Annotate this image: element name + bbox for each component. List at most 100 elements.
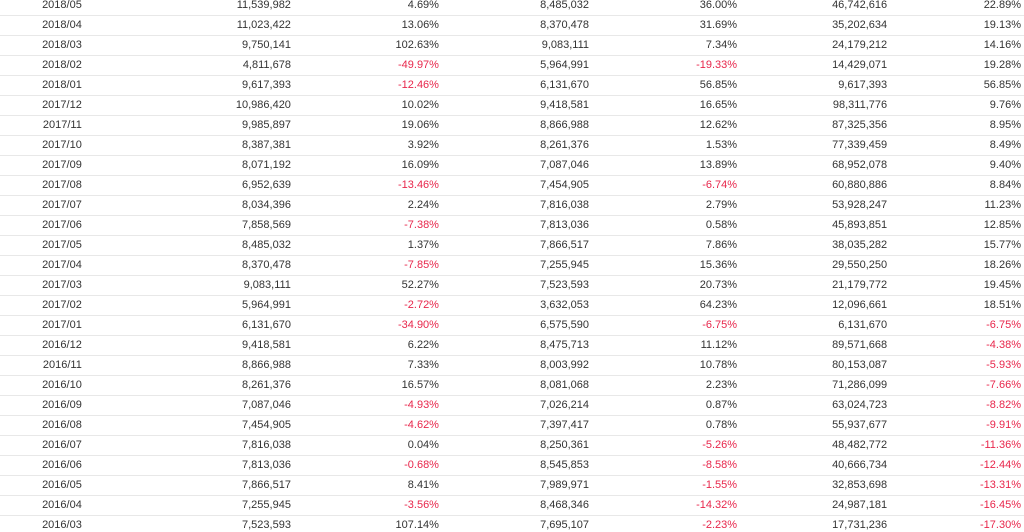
revenue-cell: 6,952,639 [89,175,291,196]
yoy-change-cell: 15.36% [589,255,738,276]
last-year-revenue-cell: 8,866,988 [438,115,590,136]
cumulative-revenue-cell: 89,571,668 [737,335,888,356]
last-year-revenue-cell: 8,468,346 [438,495,590,516]
last-year-revenue-cell: 7,397,417 [438,415,590,436]
last-year-revenue-cell: 7,816,038 [438,195,590,216]
last-year-revenue-cell: 7,087,046 [438,155,590,176]
last-year-revenue-cell: 8,545,853 [438,455,590,476]
mom-change-cell: 4.69% [290,0,439,16]
revenue-cell: 5,964,991 [89,295,291,316]
revenue-cell: 8,034,396 [89,195,291,216]
table-row: 2017/09 8,071,192 16.09% 7,087,046 13.89% 68,… [0,155,1024,176]
cumulative-revenue-cell: 63,024,723 [737,395,888,416]
cumulative-revenue-cell: 45,893,851 [737,215,888,236]
table-row: 2018/05 11,539,982 4.69% 8,485,032 36.00% 46,… [0,0,1024,16]
cumulative-revenue-cell: 32,853,698 [737,475,888,496]
revenue-cell: 9,418,581 [89,335,291,356]
cumulative-change-cell: -12.44% [887,455,1024,476]
month-cell: 2016/04 [0,495,90,516]
month-cell: 2017/10 [0,135,90,156]
month-cell: 2017/11 [0,115,90,136]
cumulative-revenue-cell: 71,286,099 [737,375,888,396]
table-row: 2017/08 6,952,639 -13.46% 7,454,905 -6.74% 60… [0,175,1024,196]
month-cell: 2017/09 [0,155,90,176]
month-cell: 2016/03 [0,515,90,532]
table-row: 2016/08 7,454,905 -4.62% 7,397,417 0.78% 55,9… [0,415,1024,436]
cumulative-revenue-cell: 24,987,181 [737,495,888,516]
table-row: 2018/04 11,023,422 13.06% 8,370,478 31.69% 35… [0,15,1024,36]
cumulative-change-cell: 19.28% [887,55,1024,76]
table-row: 2018/01 9,617,393 -12.46% 6,131,670 56.85% 9,… [0,75,1024,96]
cumulative-revenue-cell: 14,429,071 [737,55,888,76]
yoy-change-cell: 31.69% [589,15,738,36]
mom-change-cell: -12.46% [290,75,439,96]
cumulative-revenue-cell: 48,482,772 [737,435,888,456]
yoy-change-cell: 16.65% [589,95,738,116]
last-year-revenue-cell: 8,261,376 [438,135,590,156]
yoy-change-cell: -14.32% [589,495,738,516]
yoy-change-cell: -2.23% [589,515,738,532]
last-year-revenue-cell: 9,418,581 [438,95,590,116]
yoy-change-cell: 0.58% [589,215,738,236]
last-year-revenue-cell: 7,695,107 [438,515,590,532]
revenue-cell: 9,750,141 [89,35,291,56]
cumulative-revenue-cell: 60,880,886 [737,175,888,196]
cumulative-revenue-cell: 29,550,250 [737,255,888,276]
cumulative-change-cell: -11.36% [887,435,1024,456]
table-row: 2016/05 7,866,517 8.41% 7,989,971 -1.55% 32,8… [0,475,1024,496]
month-cell: 2016/11 [0,355,90,376]
cumulative-revenue-cell: 35,202,634 [737,15,888,36]
cumulative-revenue-cell: 77,339,459 [737,135,888,156]
month-cell: 2016/06 [0,455,90,476]
table-row: 2016/03 7,523,593 107.14% 7,695,107 -2.23% 17… [0,515,1024,532]
cumulative-change-cell: 22.89% [887,0,1024,16]
month-cell: 2018/02 [0,55,90,76]
table-row: 2017/10 8,387,381 3.92% 8,261,376 1.53% 77,33… [0,135,1024,156]
mom-change-cell: -0.68% [290,455,439,476]
yoy-change-cell: -5.26% [589,435,738,456]
cumulative-change-cell: 12.85% [887,215,1024,236]
mom-change-cell: 107.14% [290,515,439,532]
last-year-revenue-cell: 5,964,991 [438,55,590,76]
yoy-change-cell: 64.23% [589,295,738,316]
cumulative-change-cell: -13.31% [887,475,1024,496]
mom-change-cell: 6.22% [290,335,439,356]
table-row: 2017/12 10,986,420 10.02% 9,418,581 16.65% 98… [0,95,1024,116]
table-row: 2016/04 7,255,945 -3.56% 8,468,346 -14.32% 24… [0,495,1024,516]
yoy-change-cell: -6.74% [589,175,738,196]
last-year-revenue-cell: 6,131,670 [438,75,590,96]
revenue-cell: 10,986,420 [89,95,291,116]
mom-change-cell: -2.72% [290,295,439,316]
table-row: 2016/09 7,087,046 -4.93% 7,026,214 0.87% 63,0… [0,395,1024,416]
yoy-change-cell: 7.34% [589,35,738,56]
yoy-change-cell: 1.53% [589,135,738,156]
cumulative-change-cell: -9.91% [887,415,1024,436]
month-cell: 2016/08 [0,415,90,436]
month-cell: 2016/12 [0,335,90,356]
yoy-change-cell: -8.58% [589,455,738,476]
revenue-cell: 7,255,945 [89,495,291,516]
yoy-change-cell: 7.86% [589,235,738,256]
cumulative-revenue-cell: 46,742,616 [737,0,888,16]
cumulative-change-cell: -5.93% [887,355,1024,376]
revenue-cell: 7,858,569 [89,215,291,236]
yoy-change-cell: 10.78% [589,355,738,376]
last-year-revenue-cell: 7,813,036 [438,215,590,236]
cumulative-revenue-cell: 17,731,236 [737,515,888,532]
yoy-change-cell: 20.73% [589,275,738,296]
cumulative-revenue-cell: 53,928,247 [737,195,888,216]
revenue-cell: 11,539,982 [89,0,291,16]
last-year-revenue-cell: 8,250,361 [438,435,590,456]
revenue-cell: 9,617,393 [89,75,291,96]
month-cell: 2016/09 [0,395,90,416]
mom-change-cell: 16.09% [290,155,439,176]
month-cell: 2016/05 [0,475,90,496]
month-cell: 2017/05 [0,235,90,256]
revenue-cell: 8,071,192 [89,155,291,176]
revenue-cell: 7,813,036 [89,455,291,476]
cumulative-revenue-cell: 6,131,670 [737,315,888,336]
cumulative-revenue-cell: 38,035,282 [737,235,888,256]
month-cell: 2016/10 [0,375,90,396]
last-year-revenue-cell: 7,866,517 [438,235,590,256]
